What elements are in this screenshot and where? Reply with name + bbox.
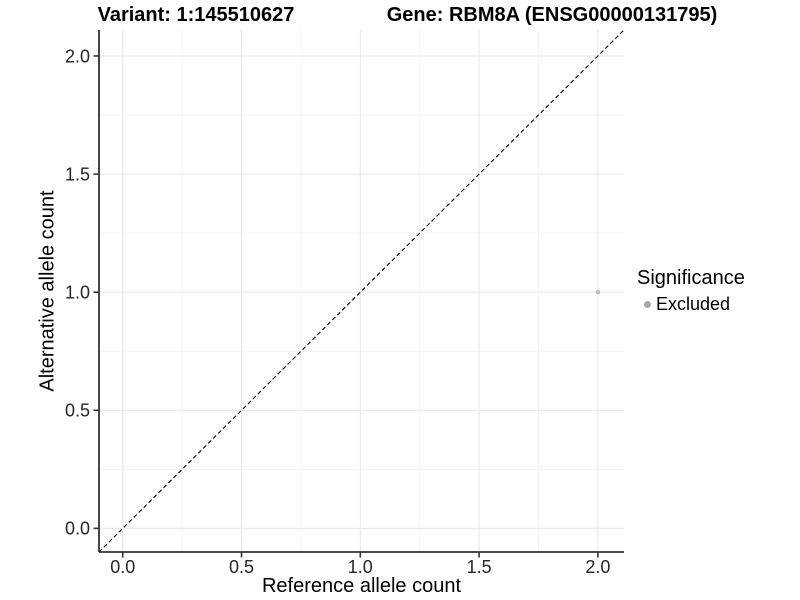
x-tick-label: 2.0 [585,557,610,577]
legend-item-label: Excluded [656,293,731,314]
identity-dashed-line [98,29,625,553]
y-axis-title: Alternative allele count [36,190,59,392]
y-tick-label: 2.0 [65,46,90,66]
y-tick-label: 0.5 [65,401,90,421]
x-axis-title: Reference allele count [261,575,461,597]
y-tick-label: 0.0 [65,519,90,539]
legend-title: Significance [637,267,745,289]
excluded-point-icon [644,300,651,308]
legend: Significance Excluded [637,267,745,314]
x-tick-label: 0.0 [110,557,135,577]
legend-item-excluded: Excluded [637,294,745,314]
data-point [595,289,601,295]
y-tick-label: 1.5 [65,164,90,184]
gene-title: Gene: RBM8A (ENSG00000131795) [386,4,718,26]
x-tick-label: 0.5 [229,557,254,577]
y-tick-label: 1.0 [65,282,90,302]
x-tick-label: 1.5 [467,557,492,577]
x-tick-label: 1.0 [348,557,373,577]
variant-title: Variant: 1:145510627 [97,4,295,26]
